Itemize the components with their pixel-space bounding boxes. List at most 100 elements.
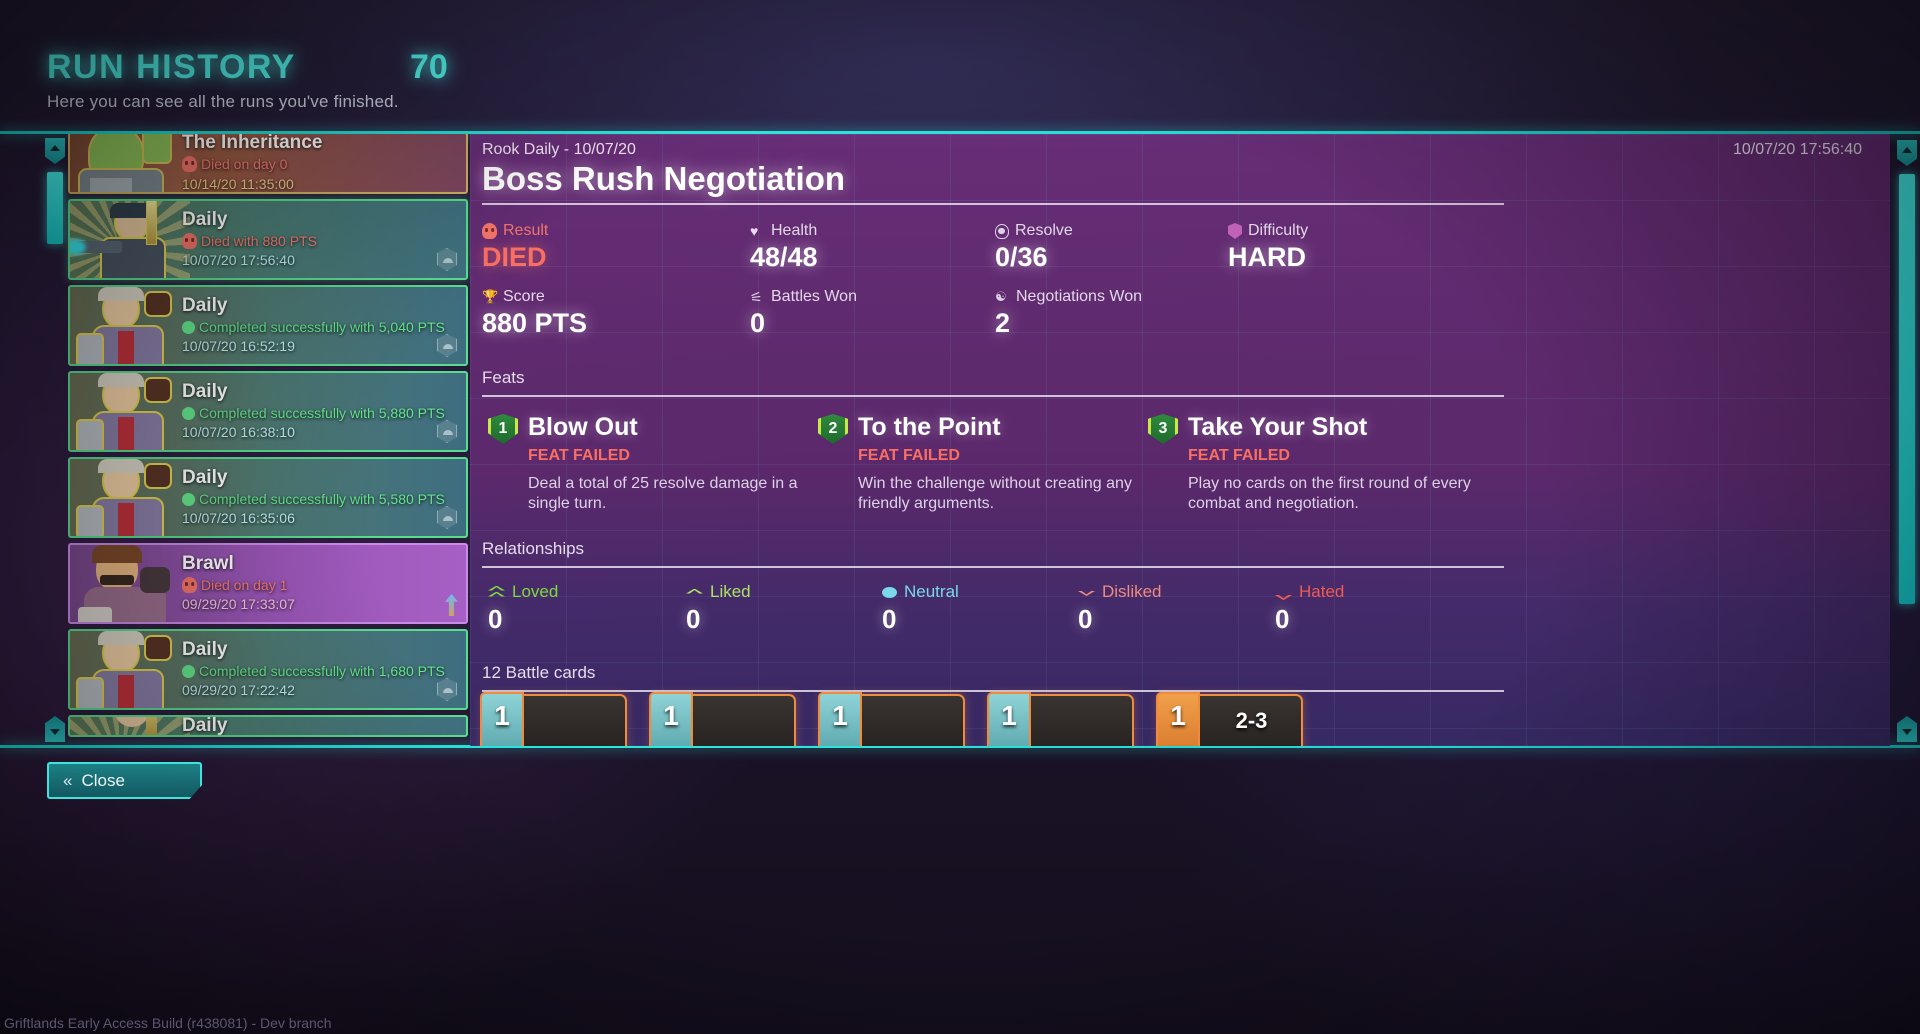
relationship-loved: Loved 0 (488, 582, 559, 634)
check-circle-icon (182, 492, 195, 506)
sword-icon: ⚟ (748, 288, 764, 306)
run-status: Completed successfully with 5,040 PTS (182, 317, 445, 337)
chevron-down-icon (1078, 585, 1095, 600)
run-name: The Inheritance (182, 134, 323, 154)
list-item[interactable]: Brawl Died on day 1 09/29/20 17:33:07 (68, 543, 468, 624)
run-status: Completed successfully with 1,680 PTS (182, 661, 445, 681)
run-portrait (70, 201, 190, 278)
title-divider (482, 203, 1504, 205)
stat-result: Result DIED (482, 222, 549, 272)
negotiation-icon: ☯ (995, 289, 1007, 304)
detail-scroll-up-button[interactable] (1897, 140, 1917, 166)
close-button-label: Close (81, 770, 125, 790)
run-status: Died on day 1 (182, 575, 295, 595)
feat-description: Win the challenge without creating any f… (858, 475, 1132, 513)
battle-card[interactable]: 1 (649, 692, 796, 746)
detail-subtitle: Rook Daily - 10/07/20 (482, 141, 636, 158)
list-item[interactable]: Daily Completed successfully with 5,040 … (68, 285, 468, 366)
dot-icon (882, 586, 897, 598)
run-portrait (70, 459, 190, 536)
relationship-hated: Hated 0 (1275, 582, 1345, 634)
double-chevron-up-icon (488, 585, 505, 600)
stat-health: ♥ Health 48/48 (750, 222, 818, 272)
run-timestamp: 10/07/20 17:56:40 (182, 252, 295, 268)
run-name: Daily (182, 466, 228, 488)
run-name: Brawl (182, 552, 234, 574)
trophy-icon: 🏆 (482, 289, 499, 304)
feat-medal-icon: 3 (1148, 414, 1178, 444)
detail-scrollbar[interactable] (1894, 136, 1917, 744)
list-item[interactable]: Daily (68, 715, 468, 737)
run-portrait (70, 717, 190, 735)
run-count: 70 (410, 48, 448, 86)
feat-medal-icon: 1 (488, 414, 518, 444)
run-badge-icon (437, 248, 457, 271)
detail-scrollbar-thumb[interactable] (1899, 174, 1915, 604)
detail-scroll-down-button[interactable] (1897, 716, 1917, 742)
run-status: Completed successfully with 5,580 PTS (182, 489, 445, 509)
feat-medal-icon: 2 (818, 414, 848, 444)
run-name: Daily (182, 715, 228, 736)
run-portrait (70, 631, 190, 708)
feats-section-label: Feats (482, 368, 525, 387)
resolve-icon (995, 223, 1009, 239)
list-item[interactable]: Daily Completed successfully with 5,880 … (68, 371, 468, 452)
run-timestamp: 10/14/20 11:35:00 (182, 175, 294, 192)
list-item[interactable]: Daily Died with 880 PTS 10/07/20 17:56:4… (68, 199, 468, 280)
card-cost: 1 (1156, 692, 1200, 746)
build-version-text: Griftlands Early Access Build (r438081) … (4, 1015, 332, 1031)
battle-card[interactable]: 1 2-3 (1156, 692, 1303, 746)
detail-title: Boss Rush Negotiation (482, 160, 846, 197)
feat-description: Play no cards on the first round of ever… (1188, 475, 1471, 513)
battle-card[interactable]: 1 (987, 692, 1134, 746)
skull-icon (482, 223, 497, 239)
run-name: Daily (182, 208, 228, 230)
run-name: Daily (182, 638, 228, 660)
run-timestamp: 09/29/20 17:33:07 (182, 596, 295, 612)
skull-icon (182, 576, 197, 593)
card-cost: 1 (818, 692, 862, 746)
chevron-up-icon (1902, 147, 1912, 153)
feat-name: Take Your Shot (1188, 413, 1368, 441)
double-chevron-down-icon (1275, 585, 1292, 600)
battle-card[interactable]: 1 (818, 692, 965, 746)
run-name: Daily (182, 294, 228, 316)
close-button[interactable]: « Close (47, 762, 202, 799)
run-status: Completed successfully with 5,880 PTS (182, 403, 445, 423)
run-timestamp: 10/07/20 16:38:10 (182, 424, 295, 440)
skull-icon (182, 232, 197, 249)
relationships-section-label: Relationships (482, 539, 585, 558)
stat-resolve: Resolve 0/36 (995, 222, 1073, 272)
list-item[interactable]: Daily Completed successfully with 5,580 … (68, 457, 468, 538)
card-damage: 2-3 (1235, 708, 1268, 733)
feat-item: 2 To the Point FEAT FAILED Win the chall… (818, 414, 1148, 515)
battle-cards-row: 1 1 1 1 1 2-3 (480, 692, 1303, 746)
relationship-neutral: Neutral 0 (882, 582, 959, 634)
run-portrait (70, 545, 190, 622)
run-status: Died on day 0 (182, 154, 322, 174)
run-portrait (70, 373, 190, 450)
card-cost: 1 (649, 692, 693, 746)
detail-timestamp: 10/07/20 17:56:40 (1732, 141, 1862, 158)
run-list-pane: The Inheritance Died on day 0 10/14/20 1… (40, 134, 480, 746)
run-detail-pane: Rook Daily - 10/07/20 10/07/20 17:56:40 … (470, 134, 1890, 746)
chevron-up-icon (686, 585, 703, 600)
feats-divider (482, 395, 1504, 397)
battle-card[interactable]: 1 (480, 692, 627, 746)
skull-icon (182, 156, 197, 173)
list-item[interactable]: The Inheritance Died on day 0 10/14/20 1… (68, 134, 468, 194)
page-subtitle: Here you can see all the runs you've fin… (47, 92, 399, 111)
page-header: RUN HISTORY 70 Here you can see all the … (0, 0, 1920, 133)
list-item[interactable]: Daily Completed successfully with 1,680 … (68, 629, 468, 710)
check-circle-icon (182, 664, 195, 678)
check-circle-icon (182, 406, 195, 420)
feat-item: 3 Take Your Shot FEAT FAILED Play no car… (1148, 414, 1493, 515)
shield-icon (1228, 223, 1242, 239)
stat-difficulty: Difficulty HARD (1228, 222, 1309, 272)
feat-name: To the Point (858, 413, 1001, 441)
relationships-divider (482, 566, 1504, 568)
page-title: RUN HISTORY (47, 48, 296, 86)
feat-status: FEAT FAILED (528, 447, 630, 464)
run-list: The Inheritance Died on day 0 10/14/20 1… (68, 134, 478, 742)
run-timestamp: 10/07/20 16:35:06 (182, 510, 295, 526)
